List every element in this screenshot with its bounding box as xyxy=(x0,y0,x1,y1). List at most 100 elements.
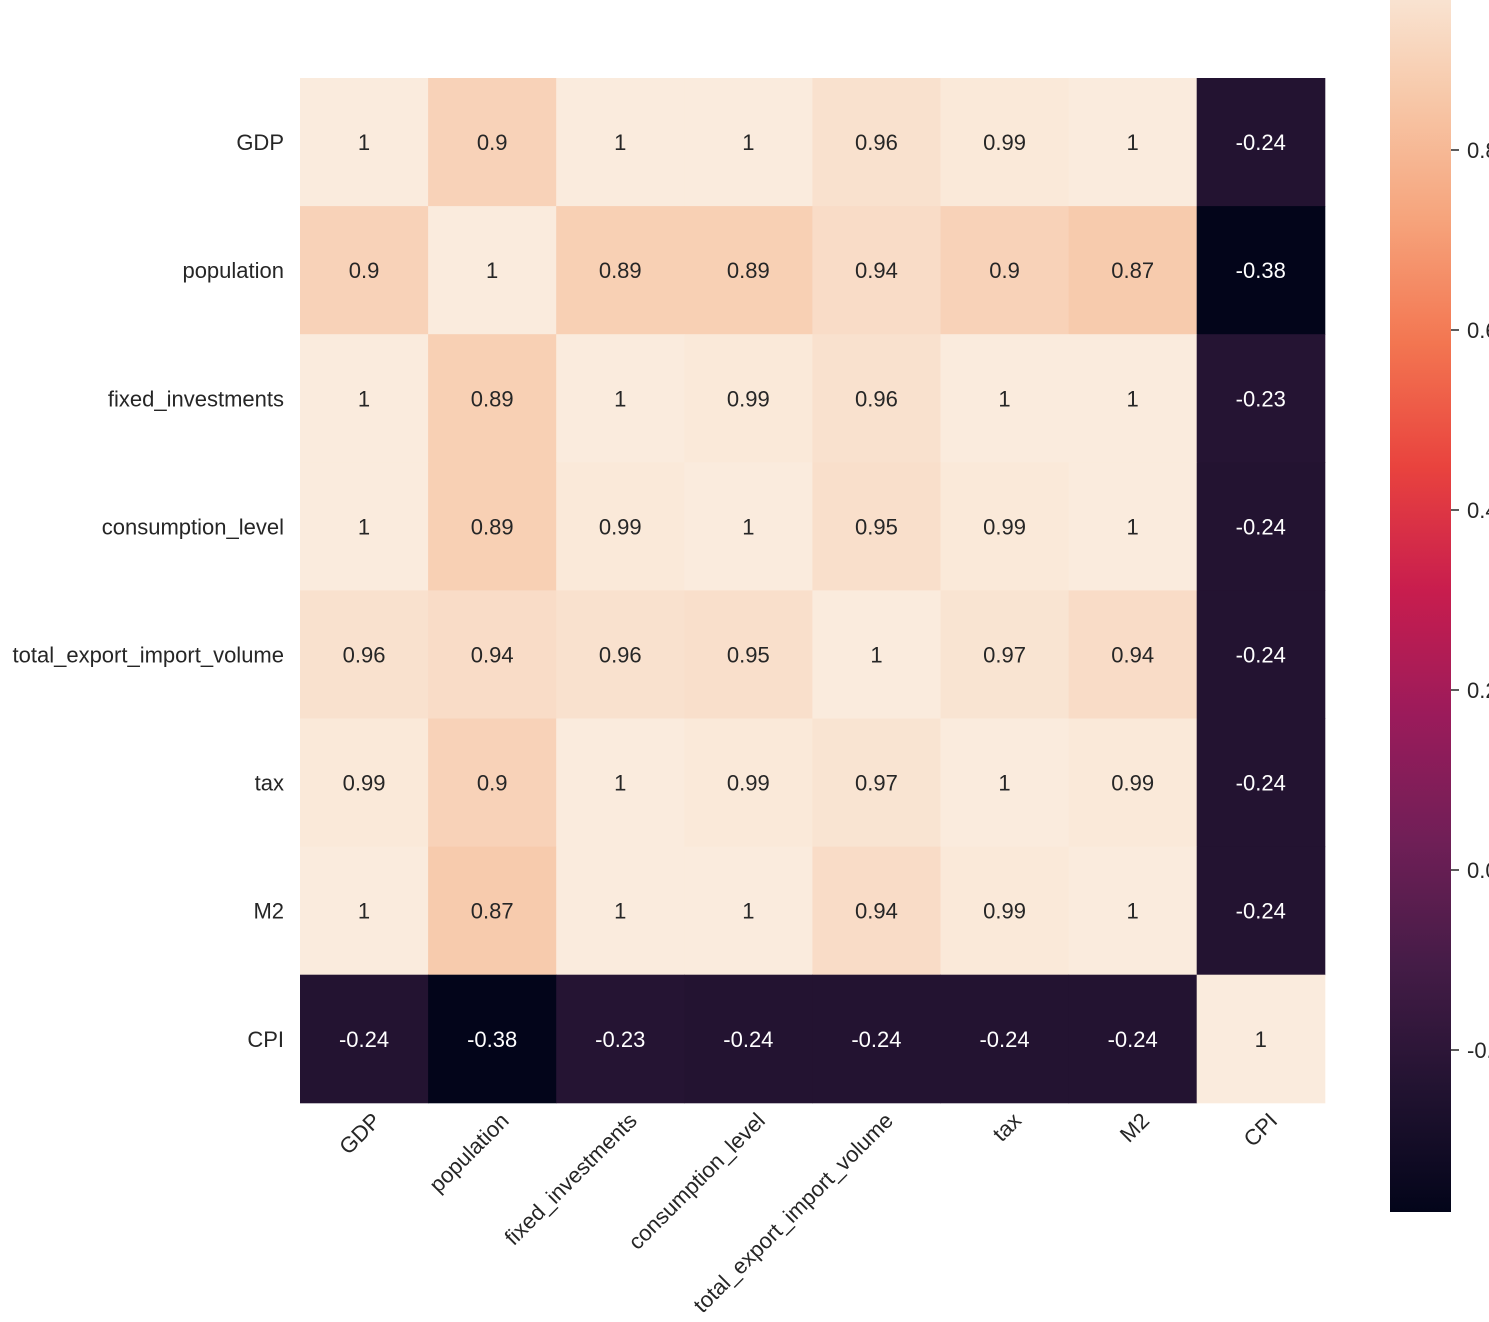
x-tick-label: fixed_investments xyxy=(500,1108,642,1250)
cell-value-label: 0.95 xyxy=(727,642,770,667)
cell-value-label: 0.96 xyxy=(343,642,386,667)
heatmap-cell xyxy=(300,718,429,848)
heatmap-cell xyxy=(300,206,429,335)
cell-value-label: 1 xyxy=(1127,130,1139,155)
colorbar-tick-label: 0.0 xyxy=(1467,858,1489,883)
cell-value-label: 0.96 xyxy=(855,130,898,155)
cell-value-label: 1 xyxy=(614,771,626,796)
cell-value-label: 0.95 xyxy=(855,514,898,539)
heatmap-cell xyxy=(684,334,813,463)
cell-value-label: -0.24 xyxy=(979,1027,1029,1052)
heatmap-cell xyxy=(812,718,941,848)
heatmap-cell xyxy=(940,462,1070,591)
y-tick-label: M2 xyxy=(253,899,284,924)
cell-value-label: -0.24 xyxy=(339,1027,389,1052)
heatmap-cell xyxy=(684,718,813,848)
y-tick-label: population xyxy=(182,258,284,283)
heatmap-cell xyxy=(1068,206,1198,335)
heatmap-cell xyxy=(684,846,813,976)
heatmap-cell xyxy=(556,718,685,848)
cell-value-label: 1 xyxy=(742,514,754,539)
cell-value-label: 0.87 xyxy=(471,899,514,924)
cell-value-label: 0.89 xyxy=(471,514,514,539)
heatmap-cell xyxy=(1068,718,1198,848)
colorbar xyxy=(1390,0,1451,1212)
heatmap-cell xyxy=(812,206,941,335)
cell-value-label: 1 xyxy=(614,899,626,924)
cell-value-label: -0.23 xyxy=(595,1027,645,1052)
heatmap-cell xyxy=(1068,974,1198,1104)
cell-value-label: 0.99 xyxy=(599,514,642,539)
cell-value-label: 0.94 xyxy=(1111,642,1154,667)
heatmap-cell xyxy=(1196,590,1326,719)
heatmap-cell xyxy=(428,206,557,335)
cell-value-label: 0.99 xyxy=(983,514,1026,539)
heatmap-cell xyxy=(1196,718,1326,848)
y-tick-label: consumption_level xyxy=(102,514,284,539)
heatmap-cell xyxy=(300,334,429,463)
cell-value-label: 0.97 xyxy=(983,642,1026,667)
heatmap-cell xyxy=(684,974,813,1104)
cell-value-label: 0.9 xyxy=(989,258,1020,283)
cell-value-label: 0.99 xyxy=(343,771,386,796)
heatmap-cell xyxy=(1196,974,1326,1104)
heatmap-cell xyxy=(1068,846,1198,976)
cell-value-label: -0.38 xyxy=(467,1027,517,1052)
heatmap-cell xyxy=(1068,78,1198,207)
cell-value-label: 1 xyxy=(486,258,498,283)
cell-value-label: 1 xyxy=(998,386,1010,411)
x-tick-label: consumption_level xyxy=(623,1108,770,1255)
cell-value-label: 0.94 xyxy=(855,258,898,283)
heatmap-cell xyxy=(1068,462,1198,591)
cell-value-label: -0.24 xyxy=(1236,642,1286,667)
heatmap-cell xyxy=(940,718,1070,848)
heatmap-cell xyxy=(940,846,1070,976)
colorbar-tick-label: 0.6 xyxy=(1467,318,1489,343)
cell-value-label: 0.97 xyxy=(855,771,898,796)
colorbar-tick-label: 0.4 xyxy=(1467,498,1489,523)
cell-value-label: 0.89 xyxy=(727,258,770,283)
heatmap-cell xyxy=(1196,462,1326,591)
cell-value-label: -0.23 xyxy=(1236,386,1286,411)
y-tick-label: fixed_investments xyxy=(108,386,284,411)
cell-value-label: -0.24 xyxy=(1236,130,1286,155)
heatmap-cell xyxy=(300,462,429,591)
colorbar-tick-label: -0.2 xyxy=(1467,1038,1489,1063)
colorbar-tick-label: 0.2 xyxy=(1467,678,1489,703)
cell-value-label: 0.89 xyxy=(471,386,514,411)
heatmap-cell xyxy=(684,462,813,591)
heatmap-cell xyxy=(428,462,557,591)
heatmap-cell xyxy=(556,590,685,719)
heatmap-cell xyxy=(428,974,557,1104)
cell-value-label: 0.9 xyxy=(349,258,380,283)
heatmap-cell xyxy=(812,974,941,1104)
cell-value-label: 1 xyxy=(742,130,754,155)
heatmap-cell xyxy=(1196,846,1326,976)
cell-value-label: -0.24 xyxy=(723,1027,773,1052)
heatmap-cell xyxy=(1196,206,1326,335)
cell-value-label: 1 xyxy=(358,386,370,411)
cell-value-label: 0.87 xyxy=(1111,258,1154,283)
cell-value-label: 0.96 xyxy=(855,386,898,411)
cell-value-label: 1 xyxy=(1255,1027,1267,1052)
heatmap-cell xyxy=(1068,334,1198,463)
heatmap-cell xyxy=(556,974,685,1104)
colorbar-tick-label: 0.8 xyxy=(1467,138,1489,163)
heatmap-cell xyxy=(812,846,941,976)
heatmap-cell xyxy=(556,334,685,463)
cell-value-label: -0.24 xyxy=(851,1027,901,1052)
heatmap-cell xyxy=(1068,590,1198,719)
x-tick-label: population xyxy=(424,1108,513,1197)
heatmap-cell xyxy=(684,206,813,335)
heatmap-cell xyxy=(556,462,685,591)
y-tick-label: total_export_import_volume xyxy=(13,642,284,667)
heatmap-cell xyxy=(300,590,429,719)
cell-value-label: 1 xyxy=(358,899,370,924)
heatmap-cell xyxy=(684,590,813,719)
heatmap-cell xyxy=(812,78,941,207)
heatmap-cell xyxy=(940,590,1070,719)
heatmap-cell xyxy=(1196,78,1326,207)
x-tick-label: tax xyxy=(988,1108,1026,1146)
heatmap-cell xyxy=(300,974,429,1104)
heatmap-cell xyxy=(428,78,557,207)
